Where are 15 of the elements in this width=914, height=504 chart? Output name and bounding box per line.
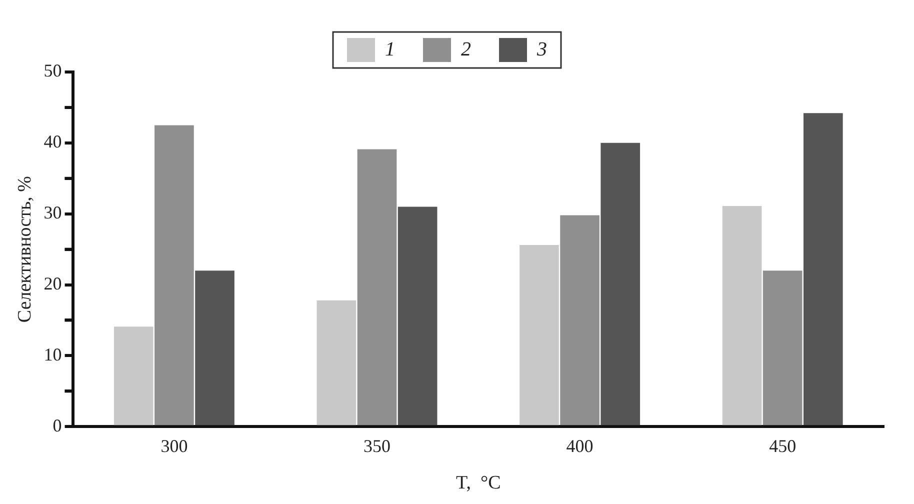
y-tick-label: 50 [44, 60, 62, 81]
y-axis-title: Селективность, % [14, 176, 36, 323]
legend-label: 3 [536, 38, 547, 60]
x-tick-label: 450 [769, 436, 796, 456]
legend-label: 1 [385, 38, 395, 60]
y-tick-label: 40 [44, 132, 62, 152]
x-tick-label: 300 [160, 436, 188, 456]
y-tick-label: 10 [44, 344, 62, 364]
y-tick-label: 20 [44, 273, 62, 294]
legend-label: 2 [461, 38, 471, 60]
x-tick-label: 350 [364, 436, 390, 456]
x-axis-title: T, °C [456, 472, 501, 494]
y-tick-label: 0 [52, 415, 62, 436]
y-tick-label: 30 [44, 202, 62, 223]
x-tick-label: 400 [566, 436, 594, 456]
